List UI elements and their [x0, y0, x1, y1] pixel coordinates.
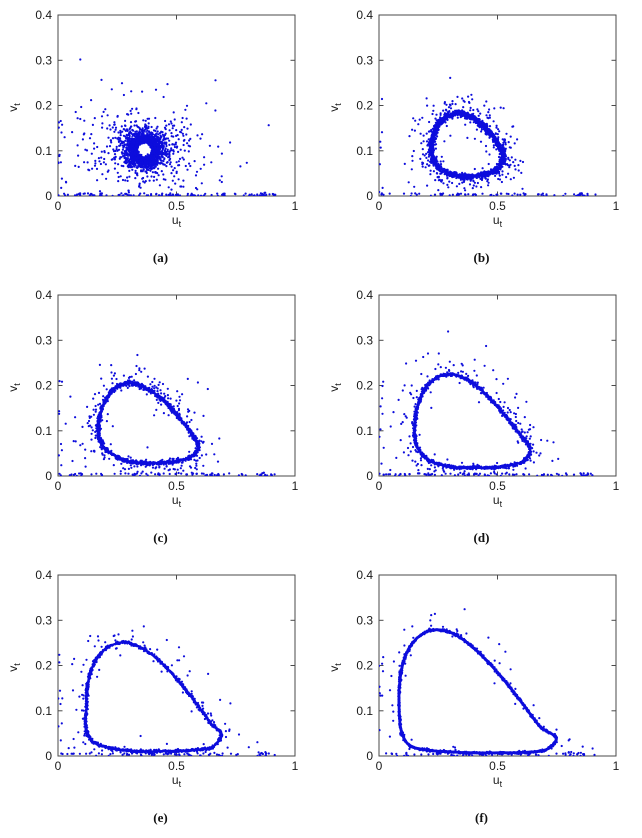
tick-labels: 0 0.5 1 0 0.1 0.2 0.3 0.4 [356, 8, 619, 213]
axes-box [378, 574, 617, 757]
svg-text:0: 0 [366, 189, 373, 203]
svg-text:0.4: 0.4 [356, 8, 373, 22]
panel-caption-f: (f) [475, 810, 488, 825]
svg-text:1: 1 [292, 479, 299, 493]
scatter-plot-b: 0 0.5 1 0 0.1 0.2 0.3 0.4 ut vt [327, 8, 620, 229]
svg-text:0.1: 0.1 [35, 424, 52, 438]
panel-b: 0 0.5 1 0 0.1 0.2 0.3 0.4 ut vt (b) [321, 0, 642, 280]
scatter-plot-d: 0 0.5 100.10.20.30.4ut vt [327, 288, 620, 509]
points-layer [58, 353, 276, 476]
x-axis-label: ut [493, 773, 503, 789]
scatter-plot-a: 0 0.5 1 0 0.1 0.2 0.3 0.4 ut vt [6, 8, 299, 229]
svg-text:0.1: 0.1 [35, 144, 52, 158]
points-layer [58, 625, 276, 756]
x-axis-label: ut [493, 493, 503, 509]
panel-e: 0 0.5 1 0 0.1 0.2 0.3 0.4 ut vt (e) [0, 560, 321, 838]
points-layer [379, 608, 596, 756]
panel-f: 0 0.5 1 0 0.1 0.2 0.3 0.4 ut vt (f) [321, 560, 642, 838]
scatter-plot-f: 0 0.5 100.10.20.30.4ut vt [327, 568, 620, 789]
svg-text:0.2: 0.2 [35, 379, 52, 393]
tick-labels: 0 0.5 100.10.20.30.4 [356, 568, 619, 773]
axis-ticks [378, 294, 617, 477]
panel-caption-c: (c) [153, 530, 168, 545]
panel-caption-e: (e) [153, 810, 168, 825]
y-axis-label: vt [327, 383, 343, 392]
axis-ticks [57, 294, 296, 477]
x-axis-label: ut [172, 493, 182, 509]
axes-box [57, 294, 296, 477]
axis-ticks [378, 14, 617, 197]
points-layer [379, 330, 594, 476]
scatter-plot-c: 0 0.5 1 0 0.1 0.2 0.3 0.4 ut vt [6, 288, 299, 509]
svg-text:0.4: 0.4 [35, 8, 52, 22]
svg-text:0.3: 0.3 [35, 333, 52, 347]
tick-labels: 0 0.5 100.10.20.30.4 [356, 288, 619, 493]
svg-text:0: 0 [376, 199, 383, 213]
scatter-plot-e: 0 0.5 100.10.20.30.4ut vt [6, 568, 299, 789]
y-axis-label: vt [327, 663, 343, 672]
svg-text:0.5: 0.5 [168, 199, 185, 213]
y-axis-label: vt [327, 103, 343, 112]
svg-text:1: 1 [613, 199, 620, 213]
svg-text:0.2: 0.2 [356, 99, 373, 113]
panel-caption-b: (b) [473, 250, 490, 265]
svg-text:0.5: 0.5 [489, 199, 506, 213]
tick-labels: 0 0.5 100.10.20.30.4 [35, 568, 298, 773]
tick-labels: 0 0.5 1 0 0.1 0.2 0.3 0.4 [35, 8, 298, 213]
axis-ticks [378, 574, 617, 757]
panel-caption-a: (a) [152, 250, 169, 265]
axes-box [378, 294, 617, 477]
svg-text:0: 0 [45, 469, 52, 483]
svg-text:0.3: 0.3 [356, 53, 373, 67]
svg-text:1: 1 [292, 199, 299, 213]
axis-ticks [57, 14, 296, 197]
svg-text:0.1: 0.1 [356, 144, 373, 158]
svg-text:0.3: 0.3 [35, 53, 52, 67]
limit-cycle-path [84, 641, 223, 753]
panel-a: 0 0.5 1 0 0.1 0.2 0.3 0.4 ut vt (a) [0, 0, 321, 280]
points-layer [379, 76, 597, 196]
x-axis-label: ut [172, 213, 182, 229]
svg-text:0.4: 0.4 [35, 288, 52, 302]
svg-text:0: 0 [55, 479, 62, 493]
tick-labels: 0 0.5 1 0 0.1 0.2 0.3 0.4 [35, 288, 298, 493]
y-axis-label: vt [6, 103, 22, 112]
svg-text:0: 0 [45, 189, 52, 203]
panel-caption-d: (d) [473, 530, 490, 545]
svg-text:0: 0 [55, 199, 62, 213]
y-axis-label: vt [6, 663, 22, 672]
axis-ticks [57, 574, 296, 757]
axes-box [57, 14, 296, 197]
panel-d: 0 0.5 1 0 0.1 0.2 0.3 0.4 ut vt (d) [321, 280, 642, 560]
x-axis-label: ut [493, 213, 503, 229]
y-axis-label: vt [6, 383, 22, 392]
svg-text:0.5: 0.5 [168, 479, 185, 493]
panel-c: 0 0.5 1 0 0.1 0.2 0.3 0.4 ut vt (c) [0, 280, 321, 560]
points-layer [58, 58, 277, 196]
limit-cycle-path [413, 373, 532, 470]
x-axis-label: ut [172, 773, 182, 789]
svg-text:0.2: 0.2 [35, 99, 52, 113]
